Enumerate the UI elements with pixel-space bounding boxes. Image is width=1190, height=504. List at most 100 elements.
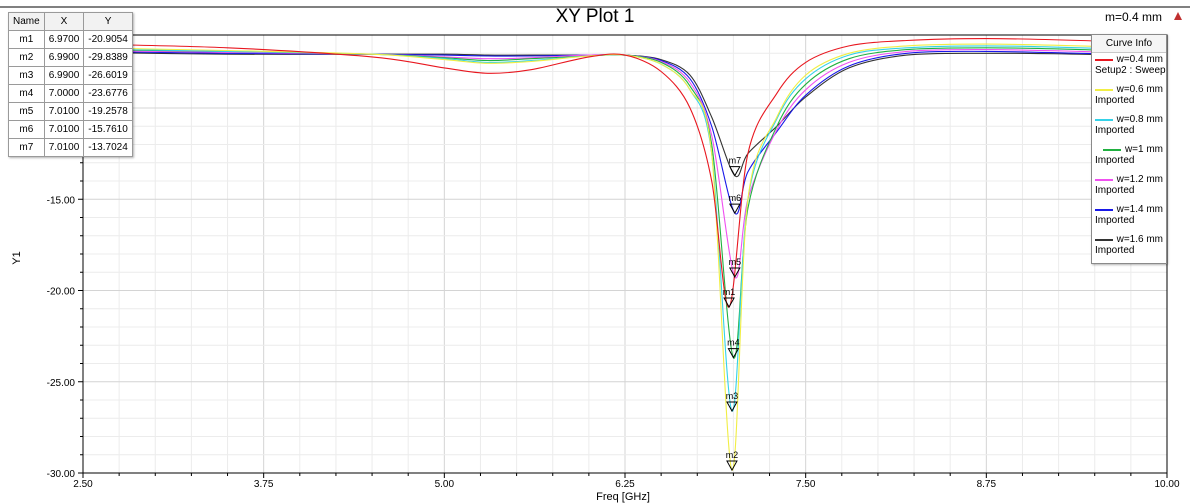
legend-swatch [1095,208,1113,211]
marker-header-name: Name [8,12,45,31]
marker-triangle [728,267,741,278]
legend-item[interactable]: w=1.4 mm Imported [1092,203,1166,233]
marker-row: m4 7.0000 -23.6776 [8,84,133,103]
legend-swatch [1095,118,1113,121]
marker-name: m7 [8,138,45,157]
marker-row: m2 6.9900 -29.8389 [8,48,133,67]
marker-row: m3 6.9900 -26.6019 [8,66,133,85]
marker-y: -23.6776 [83,84,133,103]
series-lines [82,38,1168,471]
axis-tick-labels: 2.50 3.75 5.00 6.25 7.50 8.75 10.00 -30.00 -25.0… [47,104,1180,490]
marker-triangle [728,203,741,215]
chart-title: XY Plot 1 [555,6,635,27]
y-axis-label: Y1 [11,251,23,264]
legend-label: w=1.2 mm [1116,174,1163,185]
x-tick-label: 8.75 [977,479,997,490]
x-tick-label: 5.00 [435,479,455,490]
y-tick-label: -20.00 [47,287,76,298]
marker-name: m1 [8,30,45,49]
marker-label: m3 [726,391,739,401]
data-markers: m1 m2 m3 m4 m5 m6 m7 [723,156,742,472]
y-tick-label: -15.00 [47,195,76,206]
marker-table: Name X Y m1 6.9700 -20.9054 m2 6.9900 -2… [8,12,133,157]
marker-name: m4 [8,84,45,103]
legend-label: w=0.6 mm [1116,84,1163,95]
legend-sub: Imported [1095,95,1135,106]
marker-y: -26.6019 [83,66,133,85]
marker-triangle [726,401,738,413]
legend-item[interactable]: w=0.8 mm Imported [1092,113,1166,143]
legend-swatch [1095,238,1113,241]
x-tick-label: 6.25 [615,479,635,490]
marker-row: m5 7.0100 -19.2578 [8,102,133,121]
legend-sub: Imported [1095,185,1135,196]
legend-label: w=1.4 mm [1116,204,1163,215]
marker-label: m7 [729,156,742,166]
series-line [82,47,1168,359]
marker-x: 6.9900 [43,66,85,85]
marker-triangle [726,460,738,472]
marker-x: 7.0100 [43,102,85,121]
marker-label: m6 [729,193,742,203]
marker-y: -13.7024 [83,138,133,157]
marker-name: m6 [8,120,45,139]
marker-label: m5 [729,257,742,267]
legend-item[interactable]: w=1 mm Imported [1092,143,1166,173]
y-tick-label: -30.00 [47,469,76,480]
marker-y: -15.7610 [83,120,133,139]
marker-y: -19.2578 [83,102,133,121]
marker-header-y: Y [83,12,133,31]
marker-name: m3 [8,66,45,85]
legend-label: w=0.4 mm [1116,54,1163,65]
axis-ticks [78,34,1168,478]
legend-sub: Imported [1095,155,1135,166]
legend-sub: Setup2 : Sweep [1095,65,1166,76]
marker-x: 6.9900 [43,48,85,67]
marker-triangle [728,166,741,177]
x-tick-label: 2.50 [73,479,93,490]
marker-x: 7.0100 [43,138,85,157]
series-line [82,50,1168,215]
legend-swatch [1095,58,1113,61]
marker-header-x: X [43,12,85,31]
x-axis-label: Freq [GHz] [596,491,650,503]
marker-row: m1 6.9700 -20.9054 [8,30,133,49]
active-curve-label: m=0.4 mm [1104,10,1162,24]
legend-item[interactable]: w=0.6 mm Imported [1092,83,1166,113]
corner-arrow-icon[interactable] [1174,12,1182,20]
y-tick-label: -25.00 [47,378,76,389]
series-line [82,38,1168,308]
marker-x: 7.0100 [43,120,85,139]
grid-lines [0,6,1190,474]
legend-sub: Imported [1095,125,1135,136]
legend-label: w=0.8 mm [1116,114,1163,125]
marker-name: m2 [8,48,45,67]
legend-label: w=1.6 mm [1116,234,1163,245]
marker-row: m6 7.0100 -15.7610 [8,120,133,139]
legend-label: w=1 mm [1124,144,1163,155]
legend-item[interactable]: w=0.4 mm Setup2 : Sweep [1092,53,1166,83]
legend-item[interactable]: w=1.2 mm Imported [1092,173,1166,203]
marker-name: m5 [8,102,45,121]
marker-label: m1 [723,287,736,297]
marker-label: m4 [727,338,740,348]
marker-label: m2 [726,450,739,460]
marker-table-header: Name X Y [8,12,133,31]
marker-y: -20.9054 [83,30,133,49]
legend-sub: Imported [1095,245,1135,256]
series-line [82,43,1168,471]
marker-triangle [727,348,740,359]
legend-sub: Imported [1095,215,1135,226]
legend-item[interactable]: w=1.6 mm Imported [1092,233,1166,263]
legend-swatch [1095,178,1113,181]
legend[interactable]: Curve Info w=0.4 mm Setup2 : Sweep w=0.6… [1091,34,1167,264]
marker-triangle [723,297,735,309]
x-tick-label: 10.00 [1154,479,1179,490]
legend-swatch [1095,88,1113,91]
legend-swatch [1102,148,1121,151]
marker-x: 7.0000 [43,84,85,103]
x-tick-label: 3.75 [254,479,274,490]
marker-row: m7 7.0100 -13.7024 [8,138,133,157]
marker-x: 6.9700 [43,30,85,49]
